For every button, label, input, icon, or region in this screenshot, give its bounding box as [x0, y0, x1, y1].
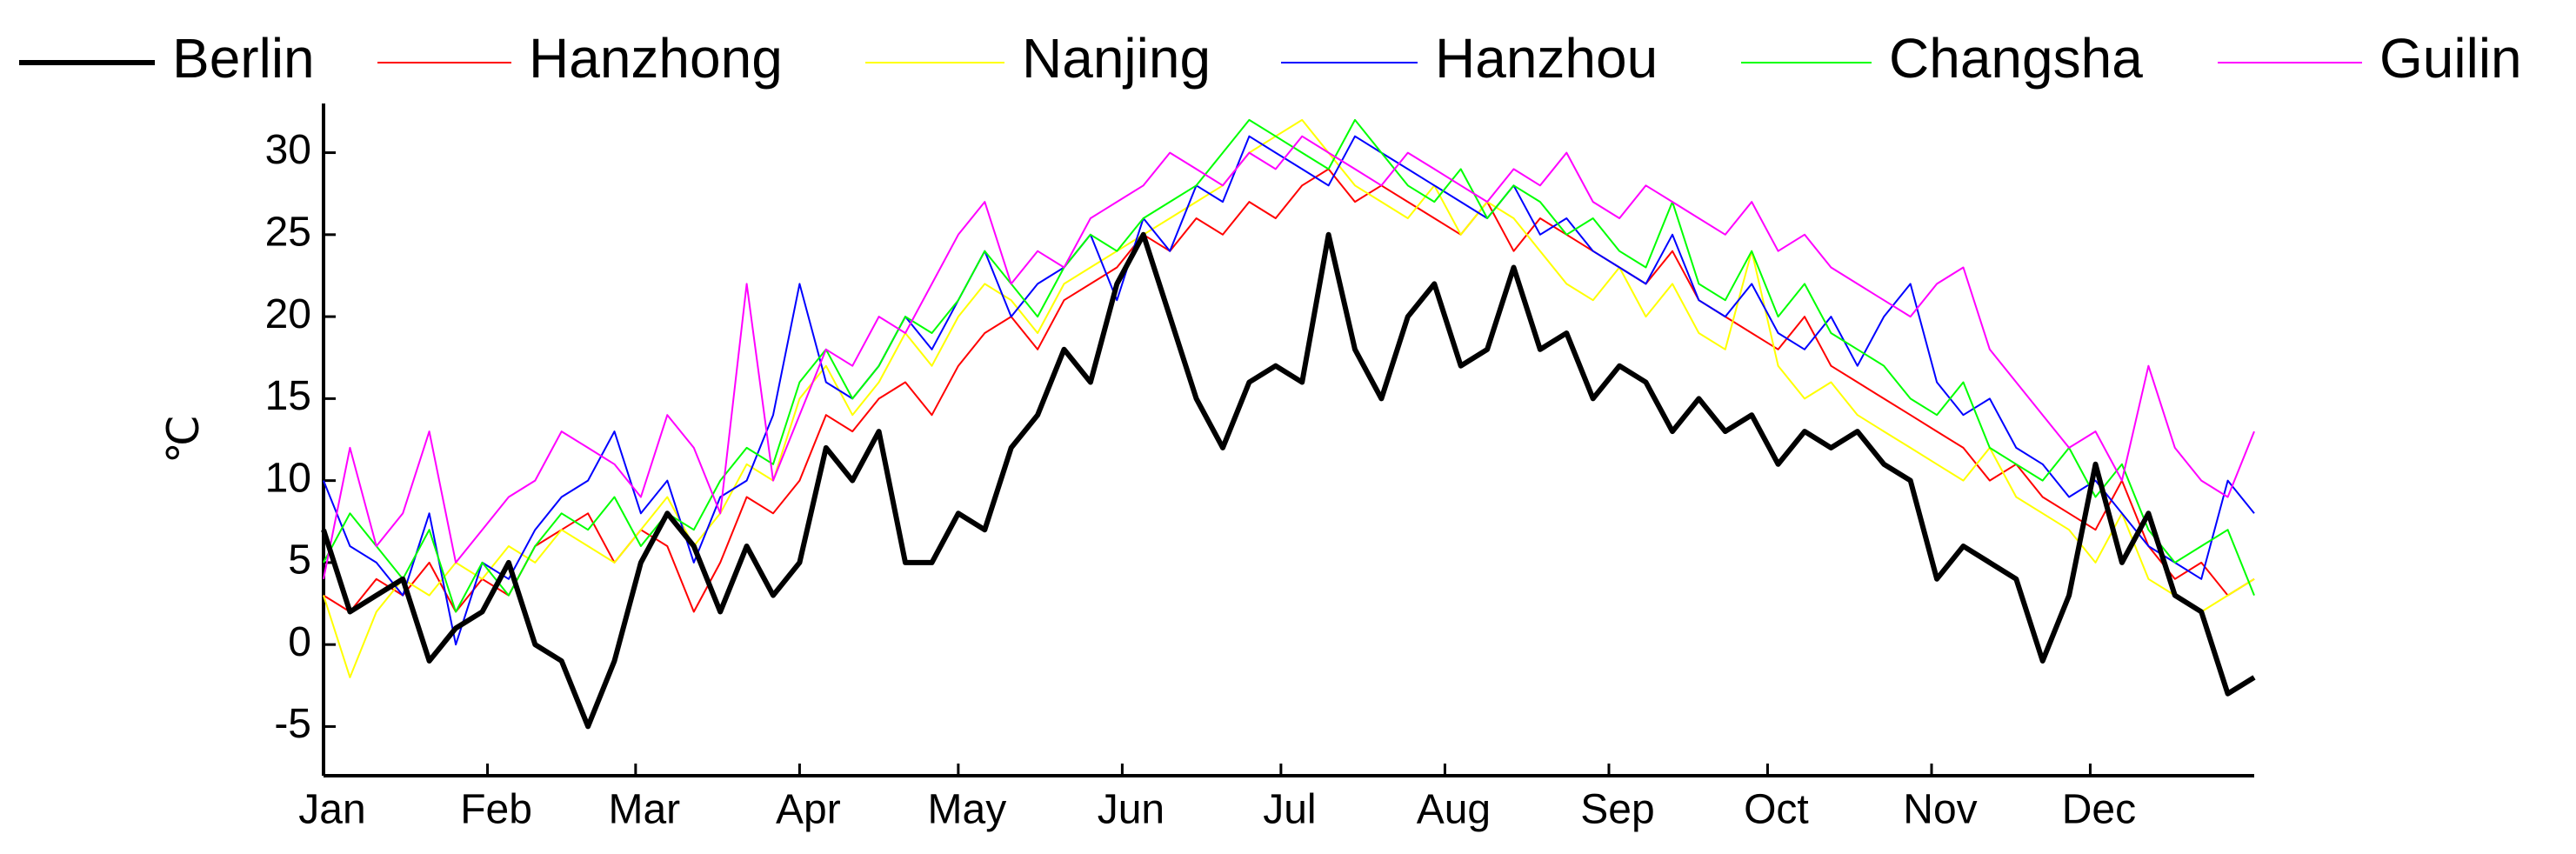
y-tick-label: -5 [274, 701, 311, 747]
x-tick-label: Apr [776, 787, 841, 833]
series-line [321, 231, 2256, 730]
series-line [323, 135, 2255, 579]
x-tick-label: Dec [2062, 787, 2136, 833]
legend-label: Berlin [172, 27, 315, 90]
series-line [323, 118, 2255, 613]
y-tick-label: 5 [288, 537, 311, 584]
series-line [323, 168, 2255, 613]
x-tick-label: Nov [1903, 787, 1977, 833]
x-tick-label: Feb [460, 787, 532, 833]
x-tick-label: Mar [609, 787, 681, 833]
y-tick-label: 10 [265, 455, 311, 501]
legend-label: Nanjing [1022, 27, 1211, 90]
x-tick-label: Jan [298, 787, 365, 833]
series-line [323, 118, 2255, 678]
y-tick-label: 30 [265, 127, 311, 173]
legend-label: Hanzhong [529, 27, 783, 90]
y-tick-label: 0 [288, 619, 311, 665]
y-tick-label: 25 [265, 210, 311, 256]
legend-label: Hanzhou [1435, 27, 1658, 90]
legend-label: Changsha [1889, 27, 2143, 90]
y-tick-label: 20 [265, 291, 311, 337]
x-tick-label: Jul [1263, 787, 1316, 833]
y-axis-label: ℃ [159, 415, 208, 464]
x-tick-label: Sep [1580, 787, 1654, 833]
x-tick-label: Aug [1417, 787, 1491, 833]
legend-label: Guilin [2379, 27, 2522, 90]
series-line [323, 135, 2255, 646]
x-tick-label: Jun [1098, 787, 1165, 833]
x-tick-label: May [928, 787, 1007, 833]
y-tick-label: 15 [265, 373, 311, 419]
x-tick-label: Oct [1744, 787, 1809, 833]
